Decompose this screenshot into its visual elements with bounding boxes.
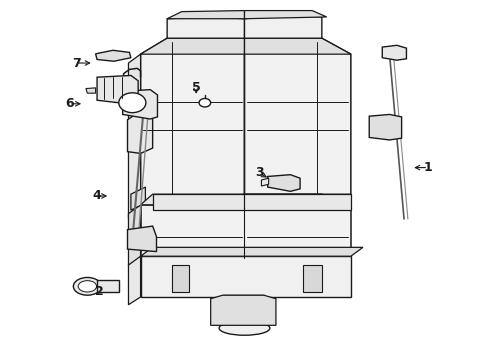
Polygon shape	[167, 17, 244, 38]
Polygon shape	[261, 178, 268, 186]
Polygon shape	[140, 38, 244, 54]
Polygon shape	[223, 295, 264, 325]
Polygon shape	[95, 50, 131, 61]
Polygon shape	[302, 265, 321, 292]
Ellipse shape	[219, 321, 269, 335]
Text: 3: 3	[254, 166, 263, 179]
Polygon shape	[244, 38, 350, 54]
Ellipse shape	[73, 278, 101, 295]
Polygon shape	[97, 76, 138, 104]
Circle shape	[119, 93, 145, 113]
Polygon shape	[127, 226, 156, 252]
Polygon shape	[128, 54, 140, 219]
Polygon shape	[152, 194, 350, 210]
Polygon shape	[140, 38, 244, 210]
Polygon shape	[140, 194, 350, 205]
Polygon shape	[368, 114, 401, 140]
Polygon shape	[244, 10, 326, 19]
Text: 5: 5	[191, 81, 200, 94]
Text: 6: 6	[65, 97, 74, 110]
Polygon shape	[127, 111, 152, 153]
Polygon shape	[244, 15, 321, 38]
Ellipse shape	[78, 281, 96, 292]
Polygon shape	[140, 247, 362, 256]
Polygon shape	[267, 175, 300, 192]
Polygon shape	[382, 45, 406, 60]
Text: 1: 1	[423, 161, 432, 174]
Polygon shape	[128, 205, 140, 266]
Polygon shape	[140, 256, 350, 297]
Polygon shape	[244, 38, 350, 210]
Circle shape	[199, 99, 210, 107]
Polygon shape	[128, 256, 140, 305]
Polygon shape	[97, 280, 119, 292]
Polygon shape	[140, 205, 350, 258]
Text: 2: 2	[95, 285, 103, 298]
Polygon shape	[210, 295, 275, 325]
Polygon shape	[86, 88, 95, 93]
Polygon shape	[167, 10, 244, 19]
Polygon shape	[172, 265, 188, 292]
Text: 4: 4	[93, 189, 101, 202]
Polygon shape	[131, 187, 145, 210]
Polygon shape	[122, 90, 157, 119]
Text: 7: 7	[72, 57, 81, 69]
